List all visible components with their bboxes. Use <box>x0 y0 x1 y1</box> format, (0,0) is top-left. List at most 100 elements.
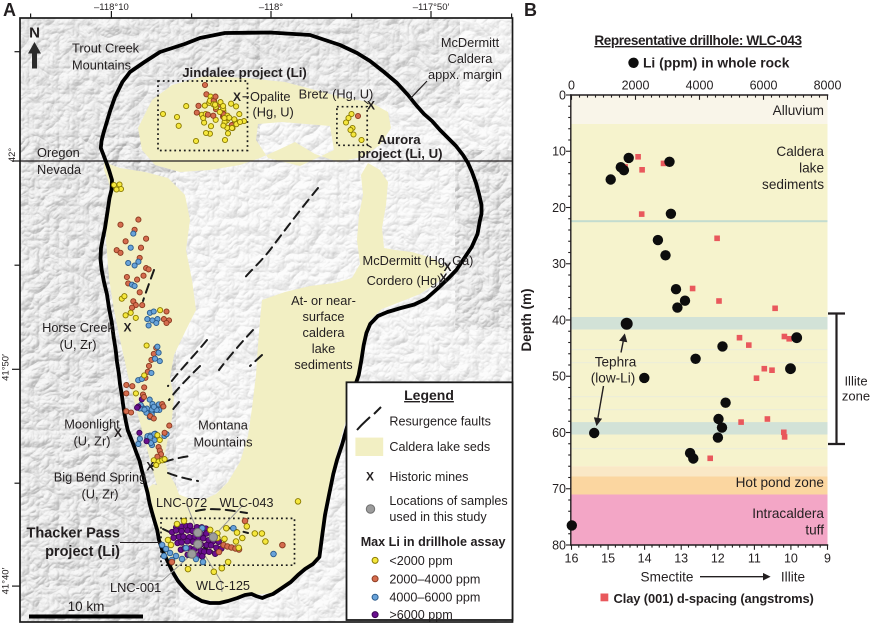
svg-text:41°40′: 41°40′ <box>1 567 12 594</box>
svg-text:4000–6000 ppm: 4000–6000 ppm <box>389 591 480 605</box>
svg-text:Aurora: Aurora <box>377 132 421 147</box>
svg-text:Alluvium: Alluvium <box>773 103 824 118</box>
svg-text:Hot pond zone: Hot pond zone <box>736 475 824 490</box>
svg-text:Opalite: Opalite <box>250 89 291 104</box>
svg-text:X: X <box>146 460 154 474</box>
svg-text:0: 0 <box>568 79 575 93</box>
svg-text:13: 13 <box>674 552 688 566</box>
svg-text:11: 11 <box>748 552 761 566</box>
svg-text:–118°10: –118°10 <box>94 2 129 13</box>
svg-text:sediments: sediments <box>294 357 352 372</box>
svg-text:8000: 8000 <box>814 79 842 93</box>
svg-text:Oregon: Oregon <box>37 145 80 160</box>
svg-text:16: 16 <box>565 552 579 566</box>
svg-text:Horse Creek: Horse Creek <box>42 320 114 335</box>
svg-text:LNC-072: LNC-072 <box>156 495 207 510</box>
svg-text:–117°50′: –117°50′ <box>413 2 450 13</box>
svg-text:41°50′: 41°50′ <box>1 354 12 381</box>
svg-text:Depth (m): Depth (m) <box>519 289 534 352</box>
svg-text:X: X <box>366 470 374 484</box>
svg-text:20: 20 <box>552 201 566 215</box>
svg-text:14: 14 <box>638 552 652 566</box>
svg-text:Caldera: Caldera <box>776 144 824 159</box>
svg-text:X: X <box>114 426 122 440</box>
svg-text:6000: 6000 <box>750 79 778 93</box>
svg-text:Locations of samples: Locations of samples <box>389 494 507 508</box>
svg-text:30: 30 <box>552 257 566 271</box>
svg-text:project (Li): project (Li) <box>45 544 120 560</box>
svg-text:Montana: Montana <box>198 418 249 433</box>
svg-text:Jindalee project (Li): Jindalee project (Li) <box>182 65 307 80</box>
svg-text:Historic mines: Historic mines <box>389 470 468 484</box>
svg-text:70: 70 <box>552 482 566 496</box>
svg-text:Intracaldera: Intracaldera <box>752 506 824 521</box>
svg-text:X: X <box>123 321 131 335</box>
svg-text:Mountains: Mountains <box>72 58 131 73</box>
svg-text:X: X <box>233 90 241 104</box>
svg-text:LNC-001: LNC-001 <box>110 580 161 595</box>
svg-text:0: 0 <box>559 88 566 102</box>
svg-text:Bretz (Hg, U): Bretz (Hg, U) <box>299 87 374 102</box>
svg-text:Big Bend Spring: Big Bend Spring <box>54 470 146 485</box>
svg-text:N: N <box>29 25 40 42</box>
svg-text:60: 60 <box>552 426 566 440</box>
svg-text:used in this study: used in this study <box>389 510 487 524</box>
svg-text:(low-Li): (low-Li) <box>591 371 636 386</box>
svg-text:42°: 42° <box>7 148 18 163</box>
svg-text:Smectite: Smectite <box>641 570 694 585</box>
svg-text:At- or near-: At- or near- <box>291 293 356 308</box>
svg-text:X: X <box>439 271 447 285</box>
svg-text:sediments: sediments <box>762 177 824 192</box>
svg-text:50: 50 <box>552 370 566 384</box>
svg-text:12: 12 <box>711 552 725 566</box>
svg-text:<2000 ppm: <2000 ppm <box>389 554 452 568</box>
svg-text:A: A <box>3 0 16 20</box>
svg-text:Tephra: Tephra <box>595 355 637 370</box>
svg-text:McDermitt: McDermitt <box>441 35 500 50</box>
svg-text:tuff: tuff <box>805 523 824 538</box>
svg-text:10: 10 <box>552 145 566 159</box>
svg-text:(U, Zr): (U, Zr) <box>74 434 111 449</box>
svg-text:–118°: –118° <box>259 2 283 13</box>
svg-text:>6000 ppm: >6000 ppm <box>389 608 452 622</box>
svg-text:Li (ppm) in whole rock: Li (ppm) in whole rock <box>643 56 790 71</box>
svg-text:Resurgence faults: Resurgence faults <box>389 415 491 429</box>
svg-text:10 km: 10 km <box>68 599 105 614</box>
svg-text:Representative drillhole: WLC-: Representative drillhole: WLC-043 <box>594 33 802 48</box>
svg-text:WLC-043: WLC-043 <box>220 495 274 510</box>
svg-text:zone: zone <box>842 389 870 404</box>
svg-text:Nevada: Nevada <box>37 162 82 177</box>
svg-text:2000–4000 ppm: 2000–4000 ppm <box>389 572 480 586</box>
svg-text:Caldera: Caldera <box>448 51 494 66</box>
svg-text:B: B <box>524 0 537 20</box>
svg-text:appx. margin: appx. margin <box>428 67 502 82</box>
svg-text:9: 9 <box>824 552 831 566</box>
svg-text:McDermitt (Hg, Ga): McDermitt (Hg, Ga) <box>363 253 474 268</box>
svg-text:Illite: Illite <box>844 374 867 389</box>
svg-text:X: X <box>367 99 375 113</box>
svg-text:Moonlight: Moonlight <box>64 417 120 432</box>
svg-text:X: X <box>443 260 451 274</box>
svg-text:10: 10 <box>784 552 798 566</box>
svg-text:Trout Creek: Trout Creek <box>72 41 140 56</box>
svg-text:Caldera lake seds: Caldera lake seds <box>389 440 490 454</box>
svg-text:project (Li, U): project (Li, U) <box>358 146 443 161</box>
svg-text:Cordero (Hg): Cordero (Hg) <box>367 273 442 288</box>
svg-text:40: 40 <box>552 313 566 327</box>
svg-text:Legend: Legend <box>404 387 454 403</box>
svg-text:(Hg, U): (Hg, U) <box>253 105 294 120</box>
svg-text:caldera: caldera <box>303 325 346 340</box>
svg-text:Illite: Illite <box>781 570 805 585</box>
svg-text:80: 80 <box>552 538 566 552</box>
svg-text:Thacker Pass: Thacker Pass <box>26 526 120 542</box>
svg-text:4000: 4000 <box>686 79 714 93</box>
svg-text:lake: lake <box>312 341 335 356</box>
svg-text:lake: lake <box>799 161 824 176</box>
svg-text:surface: surface <box>303 309 345 324</box>
svg-text:(U, Zr): (U, Zr) <box>82 487 119 502</box>
svg-text:15: 15 <box>601 552 615 566</box>
svg-text:WLC-125: WLC-125 <box>196 578 250 593</box>
svg-text:Mountains: Mountains <box>193 435 252 450</box>
svg-text:Clay (001) d-spacing (angstrom: Clay (001) d-spacing (angstroms) <box>614 591 814 606</box>
svg-text:2000: 2000 <box>622 79 650 93</box>
